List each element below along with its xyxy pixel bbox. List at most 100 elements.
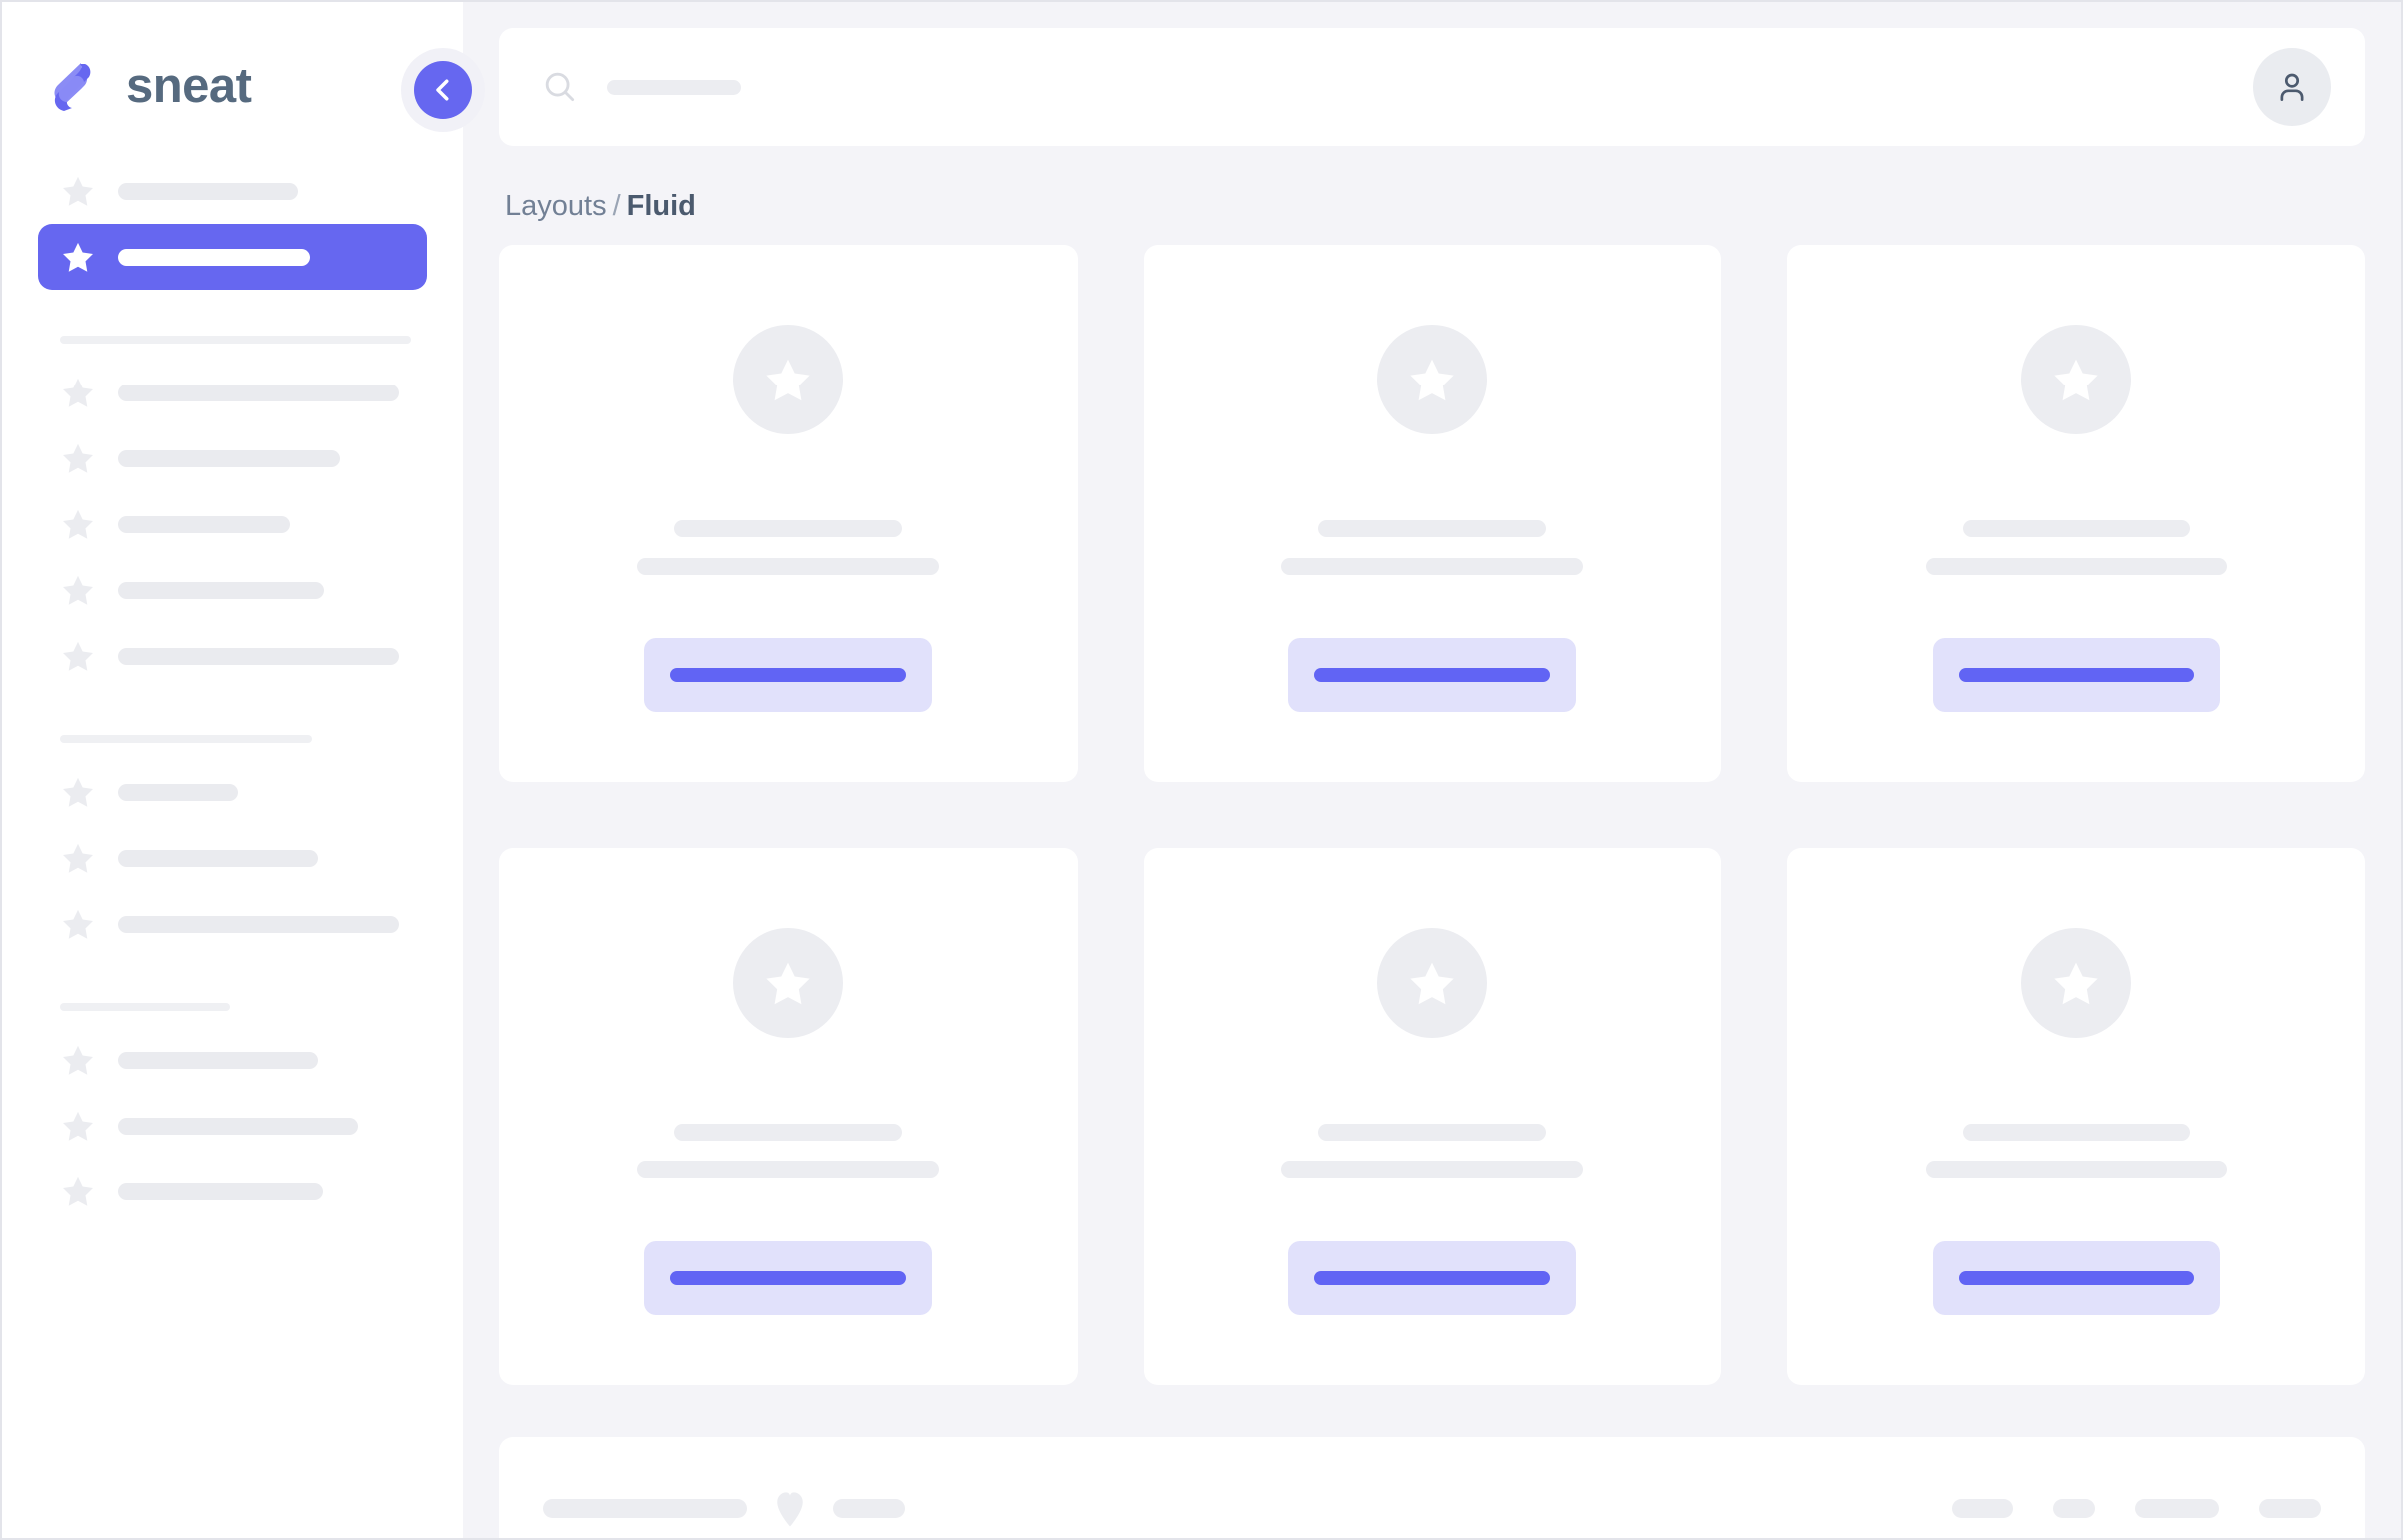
card-avatar — [733, 928, 844, 1038]
sidebar-item-5[interactable] — [38, 491, 427, 557]
card-3 — [1787, 245, 2365, 782]
card-grid — [499, 245, 2365, 1385]
card-title — [1962, 520, 2190, 537]
sidebar-item-13-label — [118, 1182, 323, 1200]
sidebar-divider-2 — [60, 735, 312, 743]
card-avatar — [733, 325, 844, 434]
sidebar-item-8[interactable] — [38, 759, 427, 825]
sidebar-item-3[interactable] — [38, 360, 427, 425]
card-6 — [1787, 848, 2365, 1385]
card-avatar — [2020, 325, 2131, 434]
star-icon — [762, 354, 814, 405]
card-action-button[interactable] — [1932, 1241, 2220, 1315]
breadcrumb-current: Fluid — [626, 190, 696, 222]
star-icon — [60, 1042, 96, 1078]
heart-icon — [773, 1488, 807, 1528]
footer-copyright — [543, 1498, 747, 1518]
spacer — [38, 743, 427, 759]
star-icon — [60, 906, 96, 942]
star-icon — [60, 840, 96, 876]
brand[interactable]: sneat — [2, 2, 463, 130]
sidebar-item-2-label — [118, 248, 310, 266]
footer-link-2[interactable] — [2053, 1498, 2095, 1518]
spacer — [38, 689, 427, 735]
card-title — [1317, 1124, 1546, 1141]
breadcrumb: Layouts / Fluid — [505, 192, 2365, 221]
sidebar-item-9-label — [118, 849, 318, 867]
sidebar-item-7[interactable] — [38, 623, 427, 689]
sidebar-item-10[interactable] — [38, 891, 427, 957]
sidebar-item-4[interactable] — [38, 425, 427, 491]
card-subtitle — [637, 1161, 940, 1178]
sidebar-collapse-wrap — [401, 48, 485, 132]
card-subtitle — [1925, 558, 2227, 575]
card-action-label — [1958, 668, 2194, 682]
card-2 — [1143, 245, 1722, 782]
sidebar-item-1-label — [118, 182, 298, 200]
card-subtitle — [1280, 1161, 1583, 1178]
card-title — [674, 520, 903, 537]
card-action-button[interactable] — [1287, 1241, 1576, 1315]
user-icon — [2273, 68, 2311, 106]
avatar[interactable] — [2253, 48, 2331, 126]
card-action-button[interactable] — [644, 1241, 933, 1315]
star-icon — [60, 173, 96, 209]
star-icon — [60, 1173, 96, 1209]
spacer — [38, 344, 427, 360]
star-icon — [60, 375, 96, 410]
sneat-s-logo-icon — [42, 55, 104, 117]
card-action-label — [670, 1271, 907, 1285]
footer-links — [1952, 1498, 2321, 1518]
content-area: Layouts / Fluid — [463, 2, 2401, 1538]
sidebar-item-6[interactable] — [38, 557, 427, 623]
sidebar-item-13[interactable] — [38, 1158, 427, 1224]
sidebar-nav — [2, 130, 463, 1224]
sidebar-item-2-active[interactable] — [38, 224, 427, 290]
sidebar-divider-3 — [60, 1003, 230, 1011]
sidebar-item-9[interactable] — [38, 825, 427, 891]
footer-author[interactable] — [833, 1498, 905, 1518]
search-placeholder — [607, 79, 741, 95]
card-avatar — [1376, 325, 1487, 434]
spacer — [38, 1011, 427, 1027]
card-5 — [1143, 848, 1722, 1385]
footer-left — [543, 1488, 905, 1528]
sidebar-item-12-label — [118, 1117, 358, 1135]
sidebar-divider-1 — [60, 336, 411, 344]
sidebar-item-6-label — [118, 581, 324, 599]
card-action-label — [1313, 668, 1550, 682]
sidebar: sneat — [2, 2, 485, 1538]
footer-link-3[interactable] — [2135, 1498, 2219, 1518]
sidebar-item-3-label — [118, 384, 399, 401]
card-title — [674, 1124, 903, 1141]
footer-link-4[interactable] — [2259, 1498, 2321, 1518]
sidebar-item-11[interactable] — [38, 1027, 427, 1093]
sidebar-item-1[interactable] — [38, 158, 427, 224]
search-icon — [541, 68, 579, 106]
footer-link-1[interactable] — [1952, 1498, 2013, 1518]
sidebar-item-10-label — [118, 915, 399, 933]
card-action-label — [1958, 1271, 2194, 1285]
spacer — [38, 290, 427, 336]
brand-name: sneat — [126, 58, 252, 113]
spacer — [38, 957, 427, 1003]
sidebar-item-5-label — [118, 515, 290, 533]
card-4 — [499, 848, 1078, 1385]
sidebar-item-8-label — [118, 783, 238, 801]
sidebar-item-12[interactable] — [38, 1093, 427, 1158]
star-icon — [2050, 354, 2102, 405]
card-action-button[interactable] — [1287, 638, 1576, 712]
card-action-button[interactable] — [644, 638, 933, 712]
sidebar-collapse-button[interactable] — [414, 61, 472, 119]
star-icon — [1406, 354, 1458, 405]
breadcrumb-parent[interactable]: Layouts — [505, 190, 607, 222]
chevron-left-icon — [428, 75, 458, 105]
sidebar-item-7-label — [118, 647, 399, 665]
star-icon — [60, 1108, 96, 1144]
top-navbar — [499, 28, 2365, 146]
card-action-button[interactable] — [1932, 638, 2220, 712]
star-icon — [2050, 957, 2102, 1009]
search-input[interactable] — [541, 68, 2253, 106]
card-action-label — [670, 668, 907, 682]
